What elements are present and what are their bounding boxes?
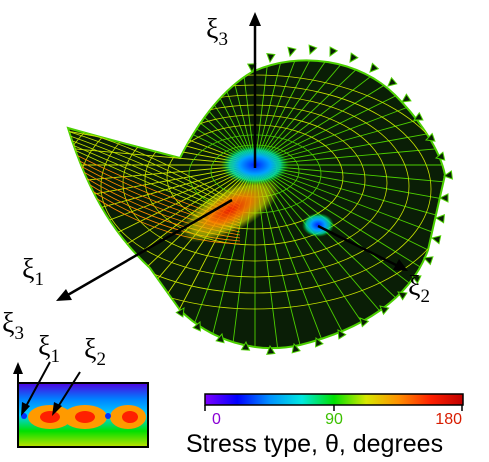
mesh-radial-line bbox=[254, 144, 445, 166]
surface-edge-tooth bbox=[422, 256, 434, 266]
surface-edge-tooth bbox=[379, 305, 390, 316]
mesh-radial-line bbox=[254, 60, 427, 166]
surface-edge-tooth bbox=[329, 46, 339, 57]
surface-edge-tooth bbox=[397, 291, 408, 301]
surface-edge-tooth bbox=[315, 336, 324, 348]
surface-edge-tooth bbox=[266, 53, 276, 64]
inset-hot-spots bbox=[21, 405, 146, 429]
surface-edge-tooth bbox=[359, 317, 370, 328]
mesh-radial-line bbox=[254, 164, 427, 297]
surface-edge-tooth bbox=[349, 52, 359, 63]
inset-xi1-label: ξ1 bbox=[38, 331, 60, 367]
inset-map: ξ3 ξ1 ξ2 bbox=[2, 308, 149, 448]
colorbar-tick-90: 90 bbox=[325, 411, 343, 428]
xi1-arrowhead bbox=[56, 289, 72, 301]
mesh-radial-line bbox=[68, 164, 256, 186]
surface-edge-tooth bbox=[337, 329, 347, 340]
surface-edge-tooth bbox=[442, 170, 453, 180]
inset-xi3-arrowhead bbox=[13, 362, 23, 374]
surface-serrated-edge bbox=[175, 44, 453, 355]
surface-edge-tooth bbox=[287, 46, 297, 58]
mesh-radial-line bbox=[254, 60, 304, 166]
colorbar-tick-0: 0 bbox=[212, 411, 221, 428]
inset-xi1-arrowhead bbox=[21, 402, 30, 416]
surface-edge-tooth bbox=[410, 275, 422, 285]
xi1-axis bbox=[65, 198, 233, 298]
colorbar-tick-180: 180 bbox=[435, 411, 462, 428]
inset-xi1-pointer bbox=[23, 361, 51, 411]
mesh-radial-line bbox=[254, 60, 327, 166]
surface-edge-tooth bbox=[291, 342, 301, 354]
mesh-radial-line bbox=[254, 60, 280, 166]
xi2-label: ξ2 bbox=[408, 271, 430, 307]
xi2-axis bbox=[317, 224, 399, 268]
tension-region-minor bbox=[302, 213, 334, 237]
surface-edge-tooth bbox=[424, 132, 436, 142]
mesh-radial-line bbox=[254, 60, 391, 166]
surface-edge-tooth bbox=[266, 344, 276, 355]
surface-edge-tooth bbox=[215, 332, 225, 344]
surface-edge-tooth bbox=[369, 62, 380, 73]
colorbar-gradient bbox=[204, 393, 464, 406]
surface-edge-tooth bbox=[434, 151, 446, 161]
compression-region bbox=[180, 177, 280, 243]
surface-edge-tooth bbox=[387, 76, 398, 87]
surface-edge-tooth bbox=[192, 320, 201, 332]
surface-edge-tooth bbox=[175, 307, 185, 318]
surface-edge-tooth bbox=[240, 340, 251, 351]
main-axes: ξ3 ξ1 ξ2 bbox=[22, 12, 430, 307]
mesh-radial-line bbox=[254, 164, 445, 245]
mesh-radial-line bbox=[254, 164, 442, 281]
xi3-arrowhead bbox=[249, 12, 261, 26]
xi3-label: ξ3 bbox=[206, 14, 228, 50]
surface-edge-tooth bbox=[401, 93, 412, 103]
inset-xi2-arrowhead bbox=[52, 402, 62, 416]
mesh-radial-line bbox=[254, 60, 349, 166]
surface-edge-tooth bbox=[430, 235, 442, 245]
inset-xi2-label: ξ2 bbox=[84, 334, 106, 370]
colorbar: 0 90 180 Stress type, θ, degrees bbox=[186, 393, 464, 458]
inset-xi2-pointer bbox=[55, 371, 81, 411]
mesh-radial-line bbox=[254, 60, 410, 166]
mesh-radial-line bbox=[254, 164, 410, 311]
surface-edge-tooth bbox=[434, 214, 445, 224]
mesh-radial-line bbox=[254, 164, 445, 186]
inset-xi3-label: ξ3 bbox=[2, 308, 24, 344]
surface-edge-tooth bbox=[438, 193, 449, 203]
xi2-arrowhead bbox=[393, 259, 408, 271]
surface-edge-tooth bbox=[308, 44, 318, 56]
colorbar-caption: Stress type, θ, degrees bbox=[186, 430, 443, 458]
mesh-radial-line bbox=[68, 144, 256, 166]
mesh-radial-line bbox=[254, 164, 445, 264]
xi1-label: ξ1 bbox=[22, 254, 44, 290]
surface-edge-tooth bbox=[413, 111, 424, 121]
